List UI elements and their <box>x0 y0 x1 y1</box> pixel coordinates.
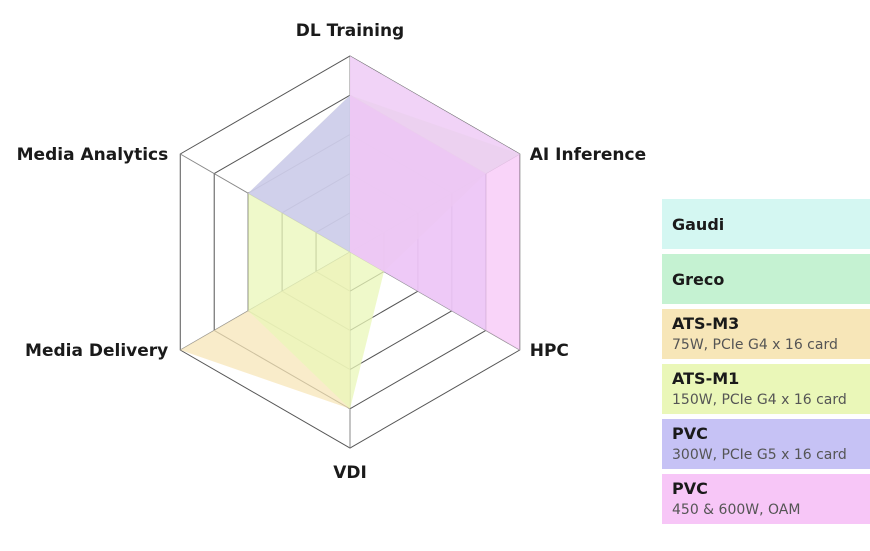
legend-item: ATS-M1 150W, PCIe G4 x 16 card <box>662 364 870 414</box>
legend-item-subtitle: 300W, PCIe G5 x 16 card <box>672 447 847 463</box>
legend-item: Gaudi <box>662 199 870 249</box>
chart-legend: Gaudi Greco ATS-M3 75W, PCIe G4 x 16 card AT… <box>662 199 870 529</box>
radar-series-layer <box>180 56 520 409</box>
axis-labels: DL Training AI Inference HPC VDI Media Deliv… <box>17 21 646 483</box>
legend-item-name: ATS-M1 <box>672 369 740 388</box>
axis-label-dl-training: DL Training <box>296 21 404 41</box>
axis-label-vdi: VDI <box>333 463 367 483</box>
axis-label-media-analytics: Media Analytics <box>17 145 169 165</box>
axis-label-ai-inference: AI Inference <box>530 145 646 165</box>
legend-item-subtitle: 75W, PCIe G4 x 16 card <box>672 337 838 353</box>
legend-item-subtitle: 450 & 600W, OAM <box>672 502 801 518</box>
legend-item-name: Greco <box>672 269 725 289</box>
axis-label-media-delivery: Media Delivery <box>25 341 168 361</box>
legend-item-subtitle: 150W, PCIe G4 x 16 card <box>672 392 847 408</box>
legend-item-name: Gaudi <box>672 214 725 234</box>
legend-item-name: PVC <box>672 479 708 498</box>
axis-label-hpc: HPC <box>530 341 569 361</box>
legend-item: PVC 450 & 600W, OAM <box>662 474 870 524</box>
legend-item-name: ATS-M3 <box>672 314 740 333</box>
series-area-pvc-5 <box>350 56 520 350</box>
legend-item: PVC 300W, PCIe G5 x 16 card <box>662 419 870 469</box>
legend-item-name: PVC <box>672 424 708 443</box>
radar-chart: DL Training AI Inference HPC VDI Media Deliv… <box>17 21 646 483</box>
legend-item: Greco <box>662 254 870 304</box>
legend-item: ATS-M3 75W, PCIe G4 x 16 card <box>662 309 870 359</box>
